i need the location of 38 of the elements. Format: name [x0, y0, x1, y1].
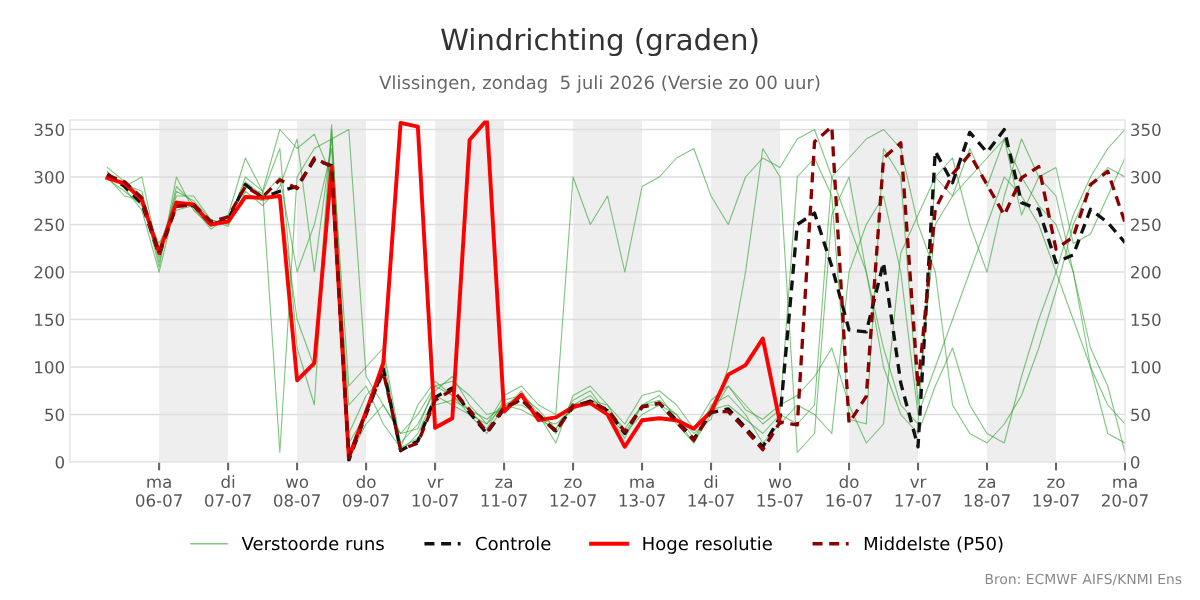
x-tick-label: za 11-07	[481, 478, 527, 507]
y2-tick-label: 200	[1131, 265, 1161, 279]
y2-tick-label: 100	[1131, 360, 1161, 374]
x-tick-label: wo 08-07	[273, 478, 320, 507]
y2-tick-label: 350	[1131, 123, 1161, 137]
x-tick-label: wo 15-07	[757, 478, 803, 507]
x-tick-label: ma 13-07	[619, 478, 665, 507]
legend-label: Hoge resolutie	[643, 536, 772, 554]
y-tick-label: 350	[34, 123, 65, 137]
y2-tick-label: 250	[1131, 218, 1161, 232]
chart-title: Windrichting (graden)	[441, 27, 758, 57]
y-tick-label: 150	[35, 313, 65, 327]
x-tick-label: ma 20-07	[1102, 478, 1148, 507]
x-tick-label: di 14-07	[688, 475, 734, 507]
x-tick-label: zo 12-07	[550, 478, 596, 507]
legend-label: Middelste (P50)	[864, 536, 1003, 553]
y-tick-label: 0	[55, 455, 65, 469]
text: Bron: ECMWF AIFS/KNMI Ens	[985, 573, 1182, 586]
x-tick-label: zo 19-07	[1033, 478, 1079, 507]
y-tick-label: 250	[34, 218, 65, 232]
legend-label: Verstoorde runs	[241, 536, 384, 551]
x-tick-label: za 18-07	[964, 478, 1010, 507]
x-tick-label: do 09-07	[342, 475, 389, 507]
y-tick-label: 50	[45, 408, 65, 422]
chart-subtitle: Vlissingen, zondag 5 juli 2026 (Versie zo 00 uur)	[379, 75, 820, 93]
x-tick-label: ma 06-07	[136, 478, 182, 507]
y2-tick-label: 0	[1130, 455, 1140, 469]
y-tick-label: 200	[34, 265, 65, 279]
y2-tick-label: 150	[1131, 313, 1161, 327]
x-tick-label: di 07-07	[204, 475, 251, 507]
legend-label: Controle	[476, 536, 551, 551]
y-tick-label: 100	[35, 360, 65, 374]
x-tick-label: vr 10-07	[412, 478, 458, 507]
x-tick-label: vr 17-07	[895, 478, 941, 507]
y-tick-label: 300	[34, 170, 65, 184]
y2-tick-label: 300	[1131, 170, 1161, 184]
x-tick-label: do 16-07	[826, 475, 872, 507]
y2-tick-label: 50	[1131, 408, 1150, 422]
